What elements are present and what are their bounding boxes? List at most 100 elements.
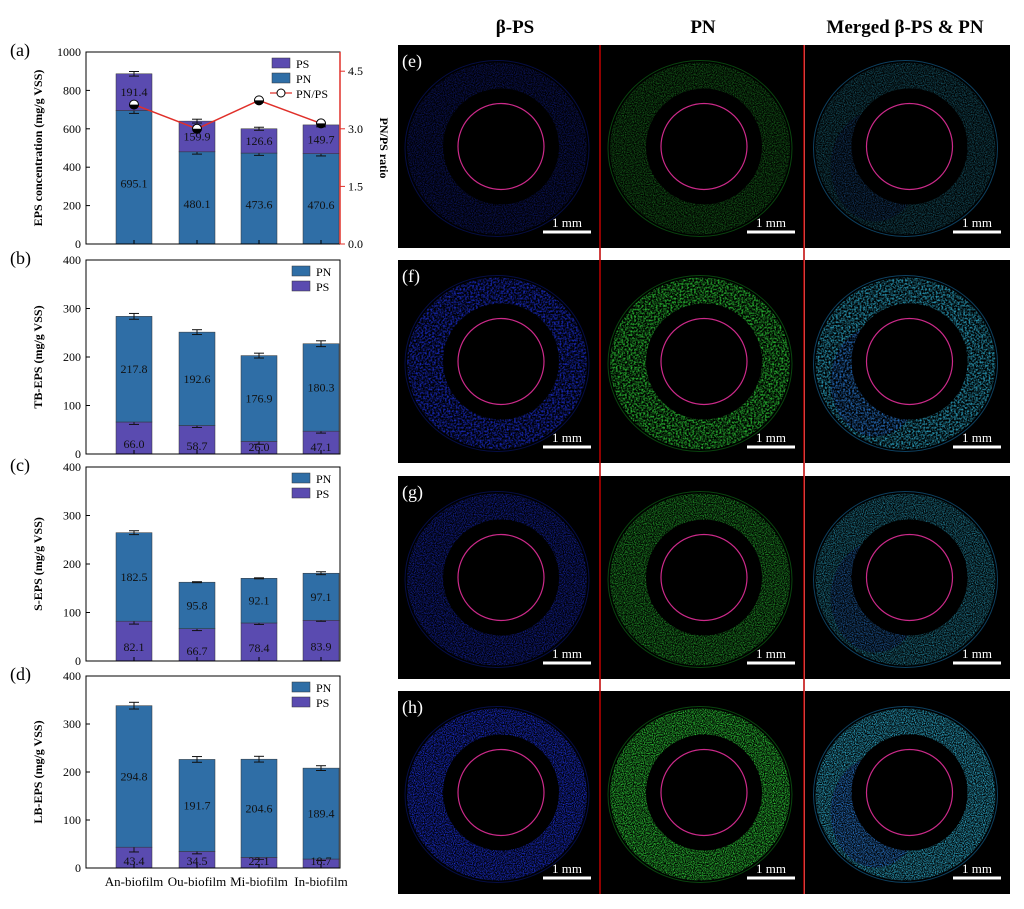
signal-edge bbox=[813, 491, 998, 668]
micrograph-cell: 1 mm bbox=[600, 45, 804, 248]
signal-hole-2 bbox=[851, 519, 968, 636]
chart-panel-1: (a)EPS concentration (mg/g VSS) 0 200 400 60… bbox=[10, 40, 391, 251]
fluorescence-signal bbox=[815, 62, 996, 235]
chart-panel-4: (d) LB-EPS (mg/g VSS) 0 100 200 300 400 43.4 294… bbox=[10, 664, 348, 889]
bar-ps bbox=[115, 620, 153, 662]
bar-pn bbox=[178, 759, 216, 852]
micrograph-cell: 1 mm bbox=[398, 476, 600, 679]
data-label: 66.7 bbox=[187, 644, 208, 658]
micrograph-cell: 1 mm bbox=[398, 45, 600, 248]
legend-marker bbox=[276, 88, 286, 98]
y-tick-label: 1000 bbox=[57, 45, 81, 59]
legend-label: PN/PS bbox=[296, 87, 328, 101]
panel-label: (f) bbox=[402, 266, 420, 287]
data-label: 480.1 bbox=[184, 197, 211, 211]
data-label: 97.1 bbox=[311, 590, 332, 604]
bar-ps bbox=[240, 128, 278, 154]
micrograph-cell: 1 mm bbox=[600, 260, 804, 463]
reference-circle bbox=[660, 317, 748, 406]
bar-ps bbox=[178, 425, 216, 455]
y-tick-label: 0 bbox=[75, 654, 81, 668]
y-tick-label: 300 bbox=[63, 302, 81, 316]
data-label: 34.5 bbox=[187, 854, 208, 868]
legend-label: PN bbox=[316, 265, 332, 279]
y-axis-label: LB-EPS (mg/g VSS) bbox=[31, 720, 45, 823]
x-tick-label: Ou-biofilm bbox=[168, 874, 227, 889]
x-tick-label: Mi-biofilm bbox=[230, 874, 288, 889]
panel-label: (e) bbox=[402, 51, 422, 72]
fluorescence-signal bbox=[610, 277, 790, 450]
bar-pn bbox=[302, 153, 340, 245]
data-label: 66.0 bbox=[124, 437, 145, 451]
data-label: 191.4 bbox=[121, 85, 148, 99]
bar-ps bbox=[115, 421, 153, 455]
bar-pn bbox=[115, 316, 153, 423]
y2-tick-label: 0.0 bbox=[348, 237, 363, 251]
reference-circle bbox=[865, 317, 954, 406]
y-tick-label: 400 bbox=[63, 669, 81, 683]
y-tick-label: 600 bbox=[63, 122, 81, 136]
panel-label: (d) bbox=[10, 664, 31, 685]
y-tick-label: 0 bbox=[75, 447, 81, 461]
data-label: 217.8 bbox=[121, 362, 148, 376]
signal-edge bbox=[813, 60, 998, 237]
x-tick-label: In-biofilm bbox=[294, 874, 347, 889]
fluorescence-signal bbox=[407, 62, 587, 235]
signal-hole bbox=[646, 519, 762, 636]
legend-swatch bbox=[291, 265, 311, 277]
bar-pn bbox=[178, 331, 216, 426]
legend-label: PN bbox=[296, 72, 312, 86]
bar-pn bbox=[302, 343, 340, 432]
legend-label: PN bbox=[316, 681, 332, 695]
axis-frame bbox=[85, 466, 341, 662]
y-tick-label: 800 bbox=[63, 83, 81, 97]
data-label: 294.8 bbox=[121, 769, 148, 783]
signal-hole bbox=[646, 303, 762, 420]
data-label: 149.7 bbox=[308, 132, 335, 146]
microscopy-row-4: 1 mm 1 mm 1 mm (h) bbox=[398, 691, 1010, 894]
micrograph-cell: 1 mm bbox=[600, 476, 804, 679]
ratio-point-half bbox=[192, 128, 202, 134]
y-tick-label: 400 bbox=[63, 460, 81, 474]
fluorescence-signal bbox=[610, 62, 790, 235]
micrograph-cell: 1 mm bbox=[805, 45, 1010, 248]
y-tick-label: 400 bbox=[63, 253, 81, 267]
bar-pn bbox=[115, 532, 153, 622]
y-tick-label: 300 bbox=[63, 509, 81, 523]
ratio-point-half bbox=[129, 104, 139, 110]
panel-label: (a) bbox=[10, 40, 30, 61]
data-label: 78.4 bbox=[249, 641, 270, 655]
reference-circle bbox=[865, 533, 954, 622]
panel-label: (c) bbox=[10, 455, 30, 476]
signal-edge bbox=[607, 491, 793, 668]
data-label: 126.6 bbox=[246, 134, 273, 148]
bar-pn bbox=[115, 705, 153, 848]
column-header: PN bbox=[690, 17, 716, 38]
fluorescence-signal bbox=[407, 277, 587, 450]
signal-edge bbox=[607, 706, 793, 883]
y-tick-label: 400 bbox=[63, 160, 81, 174]
legend-swatch bbox=[291, 487, 311, 499]
fluorescence-signal bbox=[407, 493, 587, 666]
fluorescence-signal bbox=[815, 493, 996, 666]
microscopy-row-2: 1 mm 1 mm 1 mm (f) bbox=[398, 260, 1010, 463]
reference-circle bbox=[660, 533, 748, 622]
legend-label: PS bbox=[296, 57, 309, 71]
scale-bar-label: 1 mm bbox=[962, 861, 992, 876]
legend-swatch bbox=[291, 696, 311, 708]
scale-bar-label: 1 mm bbox=[962, 215, 992, 230]
micrograph-cell: 1 mm bbox=[398, 260, 600, 463]
ratio-line bbox=[133, 99, 322, 130]
y-tick-label: 200 bbox=[63, 350, 81, 364]
data-label: 82.1 bbox=[124, 640, 145, 654]
chart-panel-2: (b) TB-EPS (mg/g VSS) 0 100 200 300 400 66.0 217… bbox=[10, 248, 341, 461]
signal-hole bbox=[646, 734, 762, 851]
legend-swatch bbox=[291, 472, 311, 484]
signal-edge bbox=[404, 60, 590, 237]
bar-ps bbox=[178, 628, 216, 662]
data-label: 180.3 bbox=[308, 380, 335, 394]
bar-pn bbox=[240, 152, 278, 245]
data-label: 191.7 bbox=[184, 798, 211, 812]
signal-hole bbox=[443, 303, 559, 420]
data-label: 83.9 bbox=[311, 640, 332, 654]
